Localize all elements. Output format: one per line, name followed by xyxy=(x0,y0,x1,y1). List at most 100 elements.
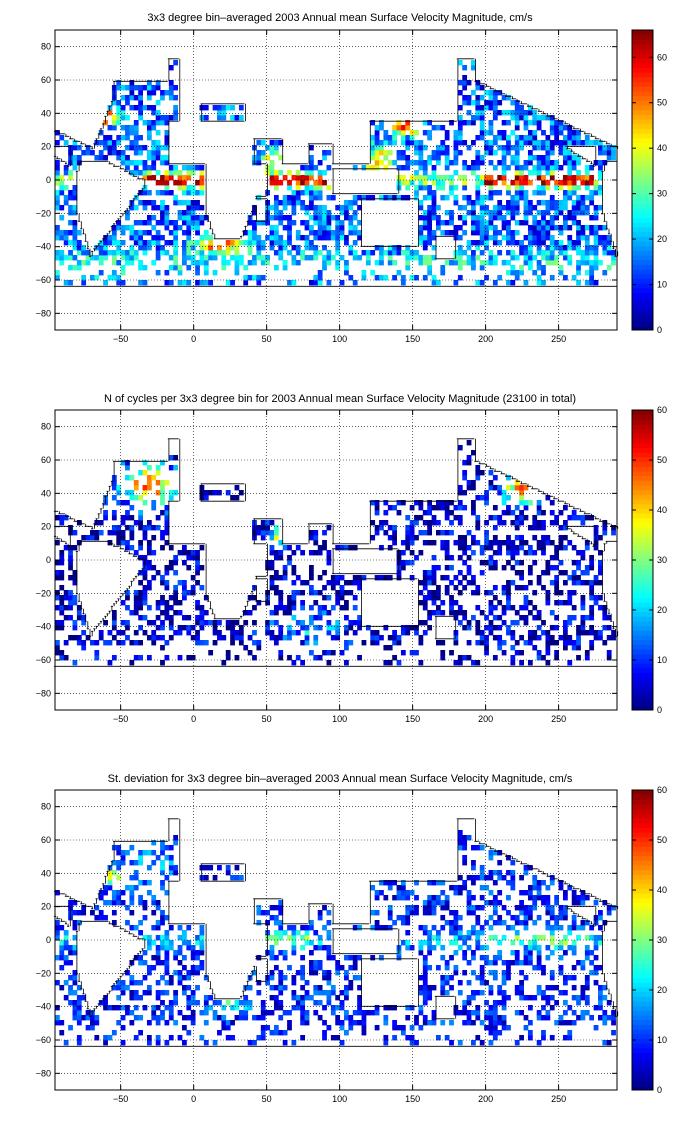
data-bin xyxy=(116,1020,122,1026)
data-bin xyxy=(414,500,419,506)
y-tick-label: 40 xyxy=(41,488,51,498)
data-bin xyxy=(357,995,362,1001)
data-bin xyxy=(344,265,349,271)
data-bin xyxy=(212,1040,218,1046)
data-bin xyxy=(536,520,542,526)
data-bin xyxy=(471,215,476,221)
data-bin xyxy=(532,110,538,116)
data-bin xyxy=(370,500,376,506)
data-bin xyxy=(120,155,126,161)
data-bin xyxy=(374,165,380,171)
data-bin xyxy=(164,180,170,186)
data-bin xyxy=(571,165,577,171)
data-bin xyxy=(584,210,590,216)
data-bin xyxy=(168,115,174,121)
data-bin xyxy=(238,1000,244,1006)
data-bin xyxy=(98,245,104,251)
data-bin xyxy=(409,130,415,136)
data-bin xyxy=(326,260,332,266)
data-bin xyxy=(418,1025,424,1031)
data-bin xyxy=(278,975,284,981)
data-bin xyxy=(497,900,503,906)
data-bin xyxy=(541,1015,546,1021)
data-bin xyxy=(225,865,231,871)
data-bin xyxy=(527,260,533,266)
data-bin xyxy=(396,245,402,251)
data-bin xyxy=(68,190,73,196)
data-bin xyxy=(59,515,65,521)
data-bin xyxy=(549,880,555,886)
data-bin xyxy=(400,915,406,921)
data-bin xyxy=(558,245,564,251)
data-bin xyxy=(440,600,446,606)
data-bin xyxy=(120,890,126,896)
data-bin xyxy=(400,155,406,161)
data-bin xyxy=(471,500,476,506)
data-bin xyxy=(304,225,310,231)
data-bin xyxy=(488,990,494,996)
data-bin xyxy=(55,205,60,211)
data-bin xyxy=(221,1015,227,1021)
data-bin xyxy=(151,110,157,116)
data-bin xyxy=(444,905,450,911)
data-bin xyxy=(514,570,520,576)
data-bin xyxy=(488,150,494,156)
data-bin xyxy=(479,230,485,236)
data-bin xyxy=(492,150,498,156)
data-bin xyxy=(138,230,143,236)
data-bin xyxy=(444,545,450,551)
data-bin xyxy=(593,1025,599,1031)
data-bin xyxy=(519,495,524,501)
data-bin xyxy=(449,260,454,266)
data-bin xyxy=(317,210,323,216)
data-bin xyxy=(422,570,428,576)
data-bin xyxy=(243,230,249,236)
data-bin xyxy=(138,605,143,611)
data-bin xyxy=(457,840,463,846)
data-bin xyxy=(571,560,577,566)
data-bin xyxy=(532,920,538,926)
data-bin xyxy=(541,550,546,556)
colorbar-segment xyxy=(632,954,653,960)
data-bin xyxy=(492,655,498,661)
data-bin xyxy=(326,195,332,201)
data-bin xyxy=(414,630,419,636)
data-bin xyxy=(471,1010,476,1016)
data-bin xyxy=(291,930,297,936)
data-bin xyxy=(234,265,240,271)
data-bin xyxy=(208,245,214,251)
data-bin xyxy=(273,550,279,556)
data-bin xyxy=(400,275,406,281)
data-bin xyxy=(488,540,494,546)
data-bin xyxy=(488,900,494,906)
data-bin xyxy=(107,275,113,281)
data-bin xyxy=(252,970,257,976)
data-bin xyxy=(554,575,560,581)
data-bin xyxy=(133,595,139,601)
data-bin xyxy=(479,250,485,256)
data-bin xyxy=(230,620,235,626)
data-bin xyxy=(133,235,139,241)
data-bin xyxy=(278,215,284,221)
data-bin xyxy=(151,940,157,946)
data-bin xyxy=(308,565,314,571)
data-bin xyxy=(120,240,126,246)
data-bin xyxy=(532,140,538,146)
data-bin xyxy=(506,190,511,196)
data-bin xyxy=(589,140,595,146)
data-bin xyxy=(186,945,192,951)
data-bin xyxy=(431,515,437,521)
data-bin xyxy=(405,515,411,521)
data-bin xyxy=(160,490,165,496)
data-bin xyxy=(598,985,603,991)
data-bin xyxy=(326,1000,332,1006)
data-bin xyxy=(409,890,415,896)
data-bin xyxy=(85,260,91,266)
colorbar-segment xyxy=(632,667,653,673)
data-bin xyxy=(138,145,143,151)
data-bin xyxy=(479,925,485,931)
data-bin xyxy=(85,1015,91,1021)
data-bin xyxy=(138,90,143,96)
data-bin xyxy=(273,185,279,191)
data-bin xyxy=(488,855,494,861)
